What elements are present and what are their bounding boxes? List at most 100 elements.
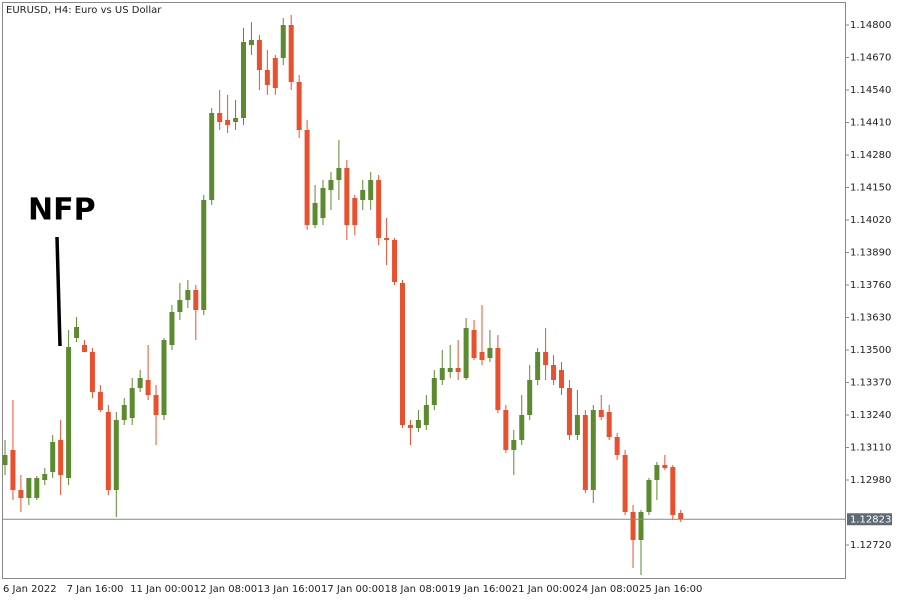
candle-body	[590, 410, 596, 490]
candle-body	[304, 130, 310, 225]
y-tick-label: 1.13370	[850, 378, 891, 389]
candle-body	[678, 513, 684, 520]
candle-body	[495, 348, 501, 410]
candle-body	[423, 405, 429, 425]
y-tick-label: 1.12980	[850, 475, 891, 486]
candle-body	[97, 392, 103, 410]
candle-body	[272, 58, 278, 88]
current-price-box	[847, 513, 892, 526]
candle-body	[662, 465, 668, 468]
x-tick-label: 24 Jan 08:00	[575, 584, 638, 595]
y-tick-label: 1.14800	[850, 20, 891, 31]
candle-body	[264, 70, 270, 85]
candle-body	[10, 450, 16, 490]
candle-body	[50, 442, 56, 472]
candle-body	[646, 480, 652, 512]
candle-body	[241, 42, 246, 118]
candle-body	[89, 352, 95, 392]
candle-body	[320, 188, 326, 218]
candle-body	[58, 440, 64, 475]
candle-body	[670, 467, 676, 515]
candle-body	[606, 412, 612, 437]
candle-body	[566, 388, 572, 435]
x-tick-label: 13 Jan 16:00	[257, 584, 320, 595]
candle-body	[407, 425, 413, 428]
y-tick-label: 1.14020	[850, 215, 891, 226]
candle-body	[74, 327, 80, 338]
candle-body	[225, 120, 231, 125]
candle-body	[18, 490, 24, 498]
candle-body	[248, 40, 254, 45]
candle-body	[360, 190, 366, 200]
candle-body	[280, 25, 286, 58]
candle-body	[82, 345, 87, 352]
candle-body	[384, 238, 390, 240]
candle-body	[527, 380, 533, 415]
candle-body	[431, 378, 437, 405]
x-tick-label: 11 Jan 00:00	[130, 584, 193, 595]
candle-body	[161, 340, 167, 415]
x-tick-label: 17 Jan 00:00	[321, 584, 384, 595]
candle-body	[368, 180, 374, 200]
candle-body	[185, 290, 191, 300]
candle-body	[233, 118, 239, 122]
current-price-label: 1.12823	[850, 514, 891, 525]
y-tick-label: 1.13760	[850, 280, 891, 291]
y-tick-label: 1.14150	[850, 183, 891, 194]
candle-body	[439, 368, 445, 380]
candle-body	[344, 168, 350, 225]
y-tick-label: 1.14410	[850, 118, 891, 129]
candle-body	[654, 465, 660, 480]
chart-title: EURUSD, H4: Euro vs US Dollar	[6, 5, 162, 16]
candle-body	[392, 240, 398, 282]
candle-body	[638, 512, 644, 540]
candle-body	[471, 330, 477, 358]
candle-body	[463, 328, 469, 378]
annotation-arrow	[55, 236, 62, 347]
candle-body	[559, 370, 564, 388]
candle-body	[288, 25, 294, 82]
x-tick-label: 6 Jan 2022	[3, 584, 57, 595]
candle-body	[2, 455, 8, 465]
candle-body	[455, 368, 461, 372]
candle-body	[129, 388, 135, 418]
candle-body	[622, 455, 628, 512]
candle-body	[598, 410, 604, 417]
candle-body	[582, 415, 588, 490]
candle-body	[630, 512, 636, 540]
y-tick-label: 1.14540	[850, 85, 891, 96]
candle-body	[201, 200, 207, 310]
candle-body	[352, 198, 358, 225]
annotation: NFP	[28, 193, 96, 228]
candle-body	[400, 283, 405, 425]
candle-body	[42, 474, 48, 480]
candle-body	[145, 380, 151, 395]
y-tick-label: 1.13890	[850, 248, 891, 259]
candle-body	[479, 352, 485, 360]
candle-body	[519, 415, 525, 440]
candle-body	[137, 378, 143, 388]
candle-body	[169, 312, 175, 345]
candle-body	[217, 113, 223, 122]
candle-body	[447, 368, 453, 372]
y-tick-label: 1.12720	[850, 540, 891, 551]
plot-frame	[2, 2, 846, 579]
candle-body	[487, 348, 493, 358]
candle-body	[193, 290, 199, 310]
candle-body	[503, 410, 509, 450]
candle-body	[574, 415, 580, 435]
candle-body	[376, 180, 382, 238]
candle-body	[511, 440, 517, 450]
y-tick-label: 1.13500	[850, 345, 891, 356]
candle-body	[336, 168, 342, 180]
x-tick-label: 7 Jan 16:00	[67, 584, 124, 595]
x-tick-label: 25 Jan 16:00	[639, 584, 702, 595]
candle-body	[543, 352, 549, 365]
candle-body	[121, 405, 127, 420]
candle-body	[296, 82, 302, 130]
candle-body	[312, 203, 318, 225]
candle-body	[66, 347, 72, 478]
x-tick-label: 12 Jan 08:00	[194, 584, 257, 595]
x-tick-label: 19 Jan 16:00	[448, 584, 511, 595]
